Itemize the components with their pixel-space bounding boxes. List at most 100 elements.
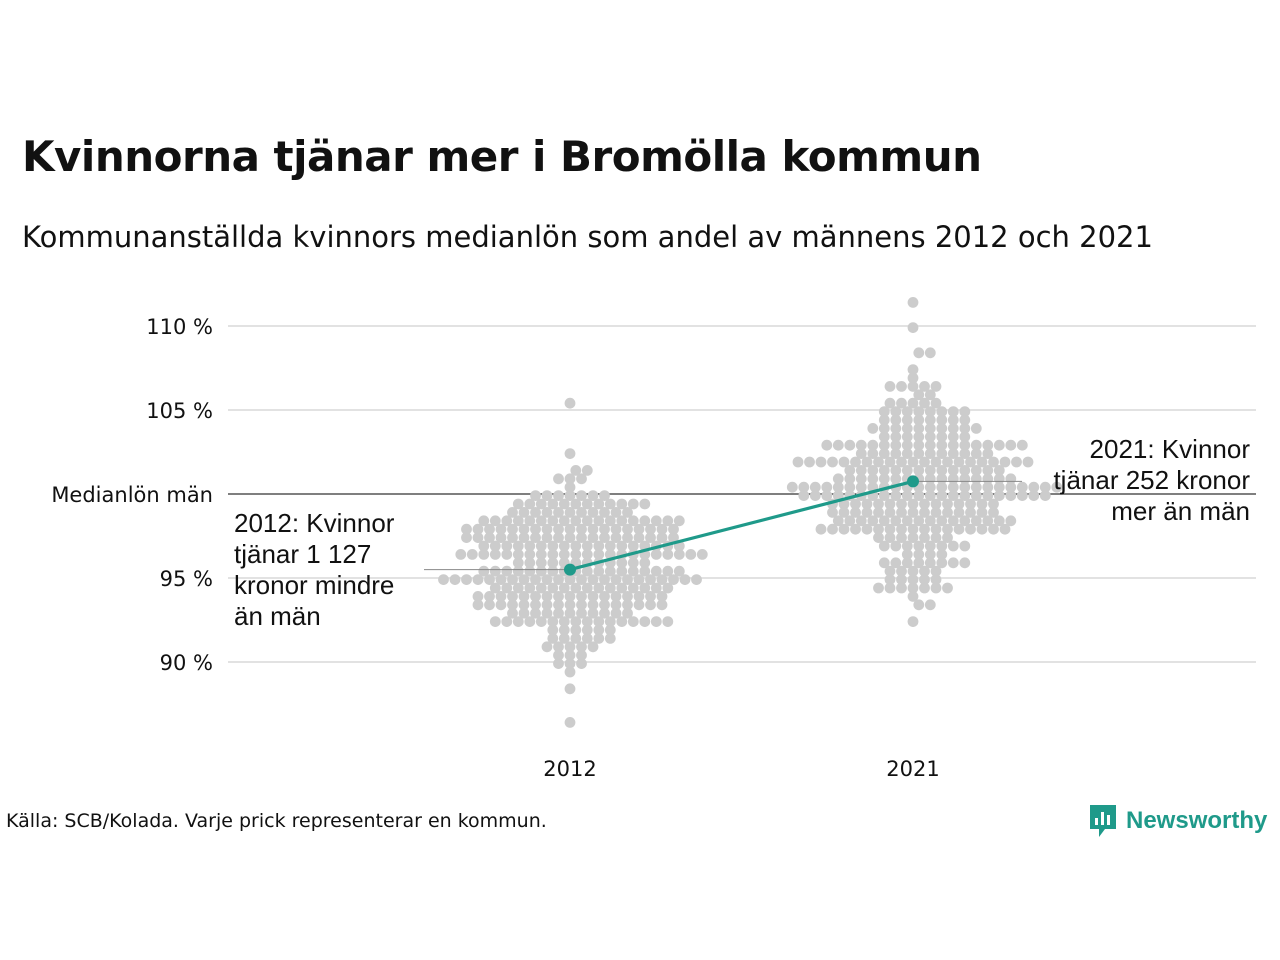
municipality-dot <box>553 507 564 518</box>
municipality-dot <box>553 599 564 611</box>
municipality-dot <box>827 456 838 468</box>
municipality-dot <box>982 490 994 501</box>
municipality-dot <box>878 448 890 459</box>
municipality-dot <box>558 616 570 627</box>
municipality-dot <box>907 616 919 627</box>
municipality-dot <box>622 532 633 543</box>
municipality-dot <box>581 616 593 627</box>
municipality-dot <box>988 507 999 518</box>
municipality-dot <box>901 557 913 569</box>
newsworthy-logo[interactable]: Newsworthy <box>1088 803 1267 839</box>
municipality-dot <box>541 599 553 611</box>
municipality-dot <box>930 523 942 535</box>
municipality-dot <box>924 549 936 560</box>
municipality-dot <box>599 574 610 585</box>
municipality-dot <box>564 481 576 493</box>
municipality-dot <box>547 582 559 594</box>
municipality-dot <box>976 456 988 468</box>
municipality-dot <box>936 414 948 426</box>
municipality-dot <box>878 406 890 417</box>
municipality-dot <box>639 616 651 627</box>
municipality-dot <box>535 515 547 527</box>
municipality-dot <box>982 515 994 527</box>
municipality-dot <box>587 607 599 619</box>
municipality-dot <box>478 549 490 560</box>
municipality-dot <box>466 549 478 560</box>
municipality-dot <box>1028 490 1040 501</box>
municipality-dot <box>633 574 645 585</box>
municipality-dot <box>838 456 850 468</box>
municipality-dot <box>850 456 861 468</box>
municipality-dot <box>512 557 524 569</box>
municipality-dot <box>832 515 844 527</box>
municipality-dot <box>861 523 873 535</box>
municipality-dot <box>512 498 524 510</box>
municipality-dot <box>553 574 564 585</box>
municipality-dot <box>627 515 639 527</box>
municipality-dot <box>959 465 971 476</box>
municipality-dot <box>461 532 472 543</box>
municipality-dot <box>668 532 679 543</box>
municipality-dot <box>599 532 610 543</box>
municipality-dot <box>884 498 896 510</box>
municipality-dot <box>547 624 559 636</box>
municipality-dot <box>472 574 484 585</box>
municipality-dot <box>798 481 810 493</box>
municipality-dot <box>901 431 913 443</box>
source-note: Källa: SCB/Kolada. Varje prick represent… <box>6 810 547 832</box>
municipality-dot <box>564 532 576 543</box>
municipality-dot <box>633 532 645 543</box>
municipality-dot <box>558 540 570 552</box>
municipality-dot <box>907 523 919 535</box>
municipality-dot <box>1005 515 1017 527</box>
municipality-dot <box>896 456 907 468</box>
municipality-dot <box>890 448 902 459</box>
municipality-dot <box>656 532 668 543</box>
municipality-dot <box>913 414 925 426</box>
municipality-dot <box>622 523 633 535</box>
municipality-dot <box>558 624 570 636</box>
municipality-dot <box>970 515 982 527</box>
municipality-dot <box>604 515 616 527</box>
municipality-dot <box>827 507 838 518</box>
municipality-dot <box>913 448 925 459</box>
municipality-dot <box>570 515 582 527</box>
municipality-dot <box>558 582 570 594</box>
municipality-dot <box>627 582 639 594</box>
municipality-dot <box>461 574 472 585</box>
annotation-line: 2012: Kvinnor <box>234 508 395 538</box>
municipality-dot <box>959 490 971 501</box>
municipality-dot <box>587 490 599 501</box>
municipality-dot <box>947 490 959 501</box>
municipality-dot <box>907 322 919 333</box>
municipality-dot <box>501 540 513 552</box>
municipality-dot <box>878 465 890 476</box>
municipality-dot <box>570 633 582 644</box>
municipality-dot <box>524 540 536 552</box>
municipality-dot <box>884 565 896 577</box>
municipality-dot <box>832 439 844 451</box>
municipality-dot <box>627 498 639 510</box>
municipality-dot <box>861 507 873 518</box>
municipality-dot <box>489 565 501 577</box>
municipality-dot <box>1016 490 1028 501</box>
municipality-dot <box>553 658 564 669</box>
municipality-dot <box>576 607 587 619</box>
municipality-dot <box>507 523 518 535</box>
municipality-dot <box>896 498 907 510</box>
municipality-dot <box>878 540 890 552</box>
municipality-dot <box>930 397 942 409</box>
municipality-dot <box>650 582 662 594</box>
municipality-dot <box>982 448 994 459</box>
municipality-dot <box>495 591 507 602</box>
municipality-dot <box>907 297 919 308</box>
municipality-dot <box>936 431 948 443</box>
municipality-dot <box>512 616 524 627</box>
municipality-dot <box>599 523 610 535</box>
municipality-dot <box>947 431 959 443</box>
municipality-dot <box>907 372 919 384</box>
municipality-dot <box>867 439 879 451</box>
municipality-dot <box>913 389 925 401</box>
municipality-dot <box>593 616 605 627</box>
municipality-dot <box>524 549 536 560</box>
